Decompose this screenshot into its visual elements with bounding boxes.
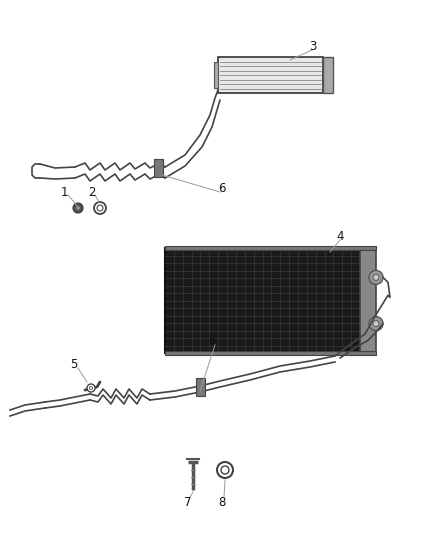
- Text: 2: 2: [88, 185, 96, 198]
- Circle shape: [373, 321, 379, 327]
- Circle shape: [373, 274, 379, 280]
- Circle shape: [217, 462, 233, 478]
- Bar: [165, 246, 376, 250]
- Bar: [360, 248, 376, 353]
- Circle shape: [369, 270, 383, 285]
- Bar: [214, 62, 218, 88]
- Circle shape: [73, 203, 83, 213]
- Text: 6: 6: [218, 182, 226, 195]
- Text: 3: 3: [309, 39, 317, 52]
- Text: 4: 4: [336, 230, 344, 243]
- Circle shape: [97, 205, 103, 211]
- Circle shape: [75, 206, 81, 211]
- Circle shape: [87, 384, 95, 392]
- Bar: [165, 248, 360, 353]
- Circle shape: [221, 466, 229, 474]
- Text: 1: 1: [60, 185, 68, 198]
- Bar: [323, 57, 333, 93]
- Text: 6: 6: [208, 334, 216, 346]
- Text: 7: 7: [184, 496, 192, 508]
- Circle shape: [369, 317, 383, 330]
- Text: 5: 5: [71, 358, 78, 370]
- Bar: [154, 159, 163, 177]
- Bar: [218, 57, 323, 93]
- Circle shape: [89, 386, 92, 390]
- Text: 8: 8: [218, 496, 226, 508]
- Bar: [165, 351, 376, 355]
- Circle shape: [94, 202, 106, 214]
- Bar: [196, 378, 205, 396]
